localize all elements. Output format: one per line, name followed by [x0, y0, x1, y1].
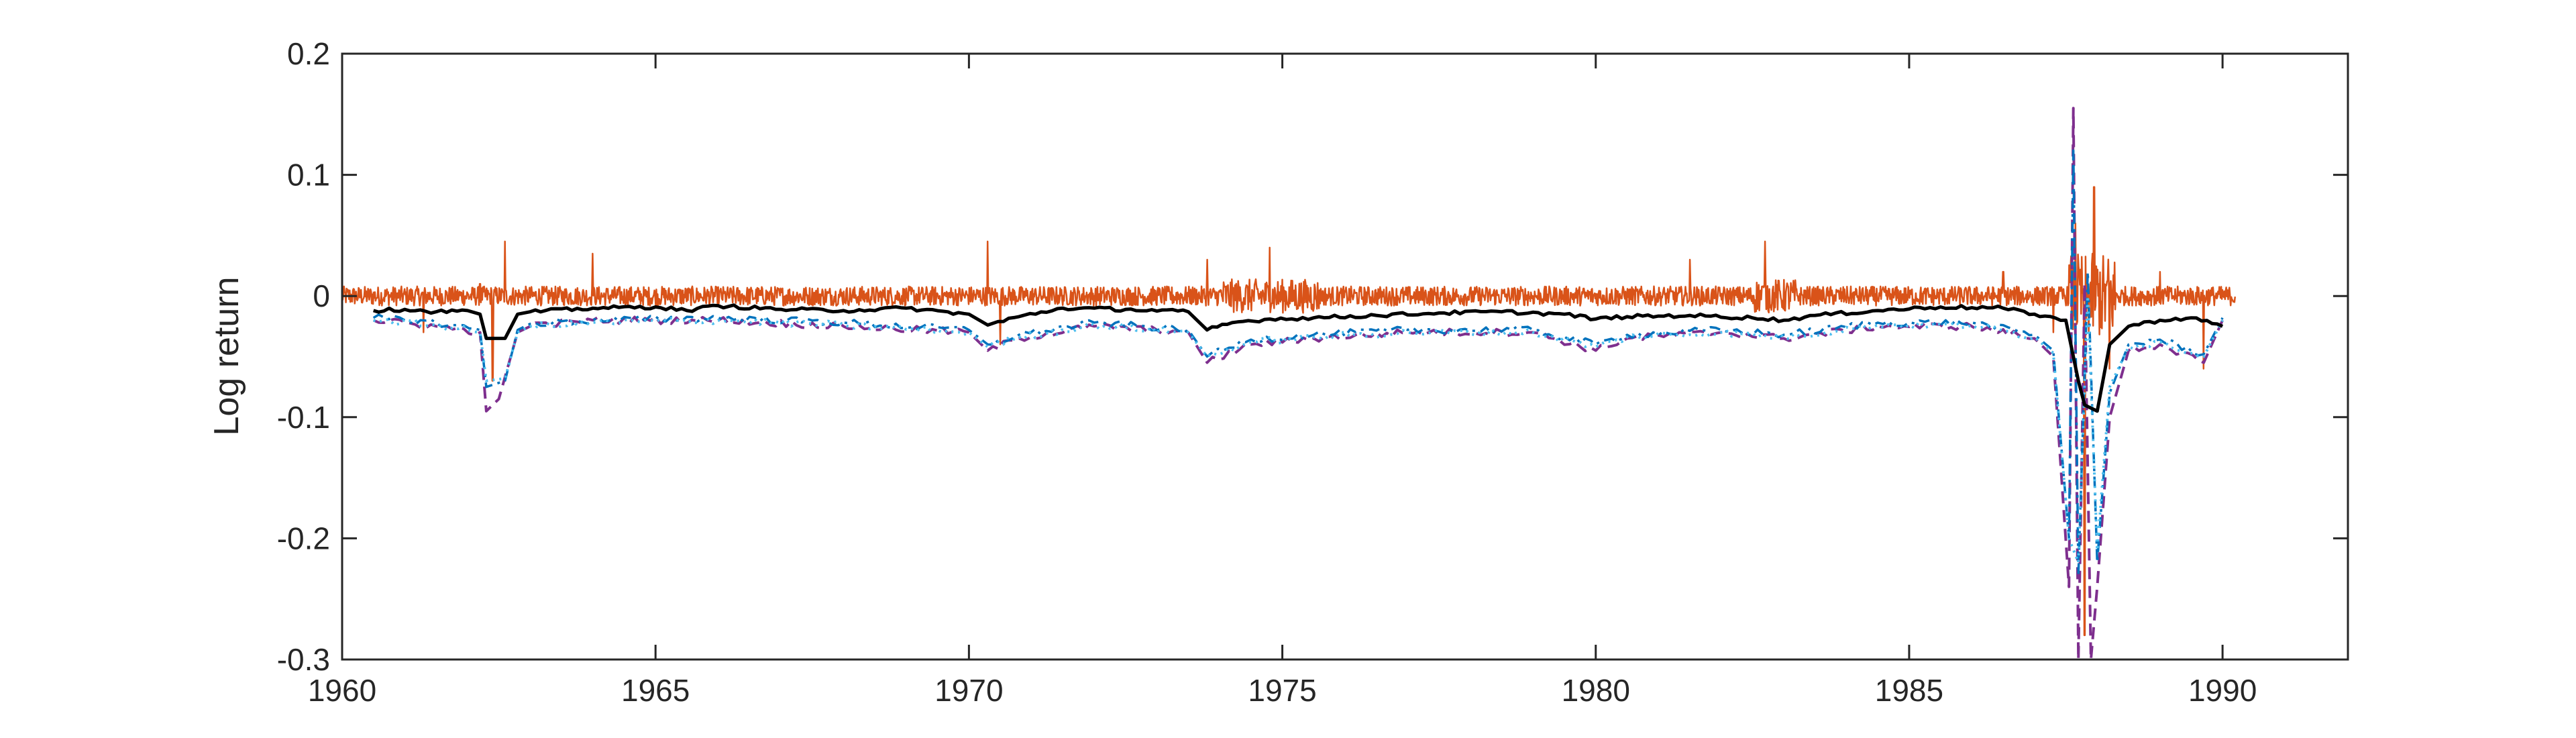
x-tick-label: 1975 [1248, 673, 1316, 708]
y-tick-label: 0 [313, 278, 330, 313]
ticks-layer: 1960 1965 1970 1975 1980 1985 1990 0.2 0.1 0 -0.1 -… [277, 36, 2348, 708]
y-axis-label: Log return [207, 276, 246, 435]
series-line-0 [342, 186, 2237, 637]
y-tick-label: -0.1 [277, 400, 330, 435]
x-tick-label: 1980 [1562, 673, 1630, 708]
y-tick-label: -0.2 [277, 521, 330, 556]
x-tick-label: 1960 [308, 673, 376, 708]
y-tick-label: 0.2 [287, 36, 330, 71]
series-line-1 [372, 303, 2224, 413]
x-tick-label: 1985 [1875, 673, 1943, 708]
x-tick-label: 1990 [2188, 673, 2257, 708]
series-line-4 [373, 295, 2224, 564]
series-layer [342, 107, 2237, 660]
x-tick-label: 1970 [934, 673, 1003, 708]
series-line-3 [372, 149, 2224, 576]
plot-frame [341, 52, 2349, 661]
y-tick-label: 0.1 [287, 158, 330, 193]
x-tick-label: 1965 [621, 673, 690, 708]
y-tick-label: -0.3 [277, 642, 330, 677]
series-line-2 [372, 107, 2224, 660]
